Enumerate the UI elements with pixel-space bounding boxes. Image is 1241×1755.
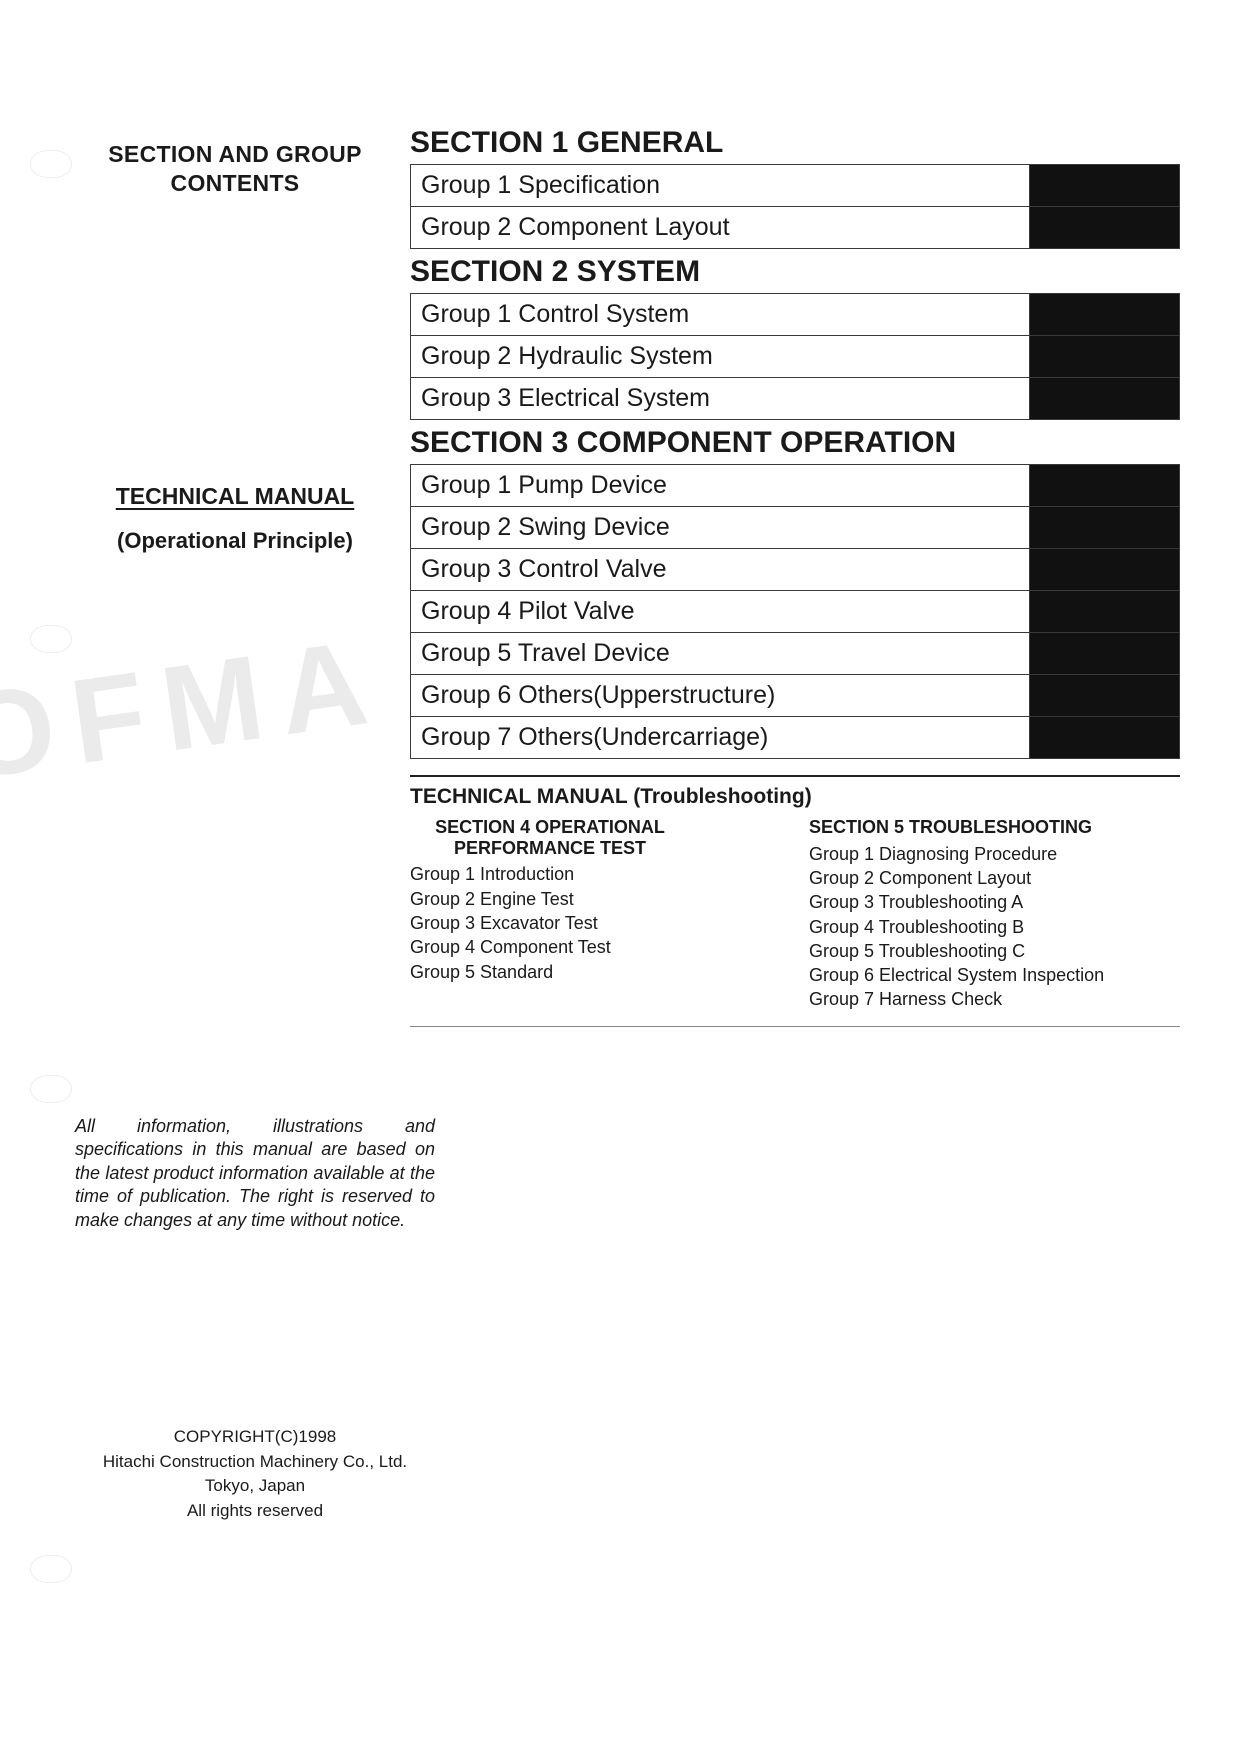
toc-cell-tab — [1030, 633, 1180, 675]
troubleshooting-col-1: SECTION 4 OPERATIONAL PERFORMANCE TEST G… — [410, 817, 781, 1012]
toc-cell-label: Group 3 Control Valve — [411, 549, 1030, 591]
technical-manual-heading: TECHNICAL MANUAL — [80, 483, 390, 510]
ts-group-item: Group 7 Harness Check — [809, 987, 1180, 1011]
toc-row: Group 1 Control System — [411, 294, 1180, 336]
copyright-block: COPYRIGHT(C)1998 Hitachi Construction Ma… — [75, 1425, 435, 1524]
toc-row: Group 2 Swing Device — [411, 507, 1180, 549]
toc-row: Group 2 Hydraulic System — [411, 336, 1180, 378]
toc-row: Group 1 Pump Device — [411, 465, 1180, 507]
toc-cell-label: Group 2 Hydraulic System — [411, 336, 1030, 378]
toc-cell-tab — [1030, 507, 1180, 549]
toc-cell-tab — [1030, 336, 1180, 378]
toc-cell-tab — [1030, 378, 1180, 420]
ts-group-item: Group 2 Component Layout — [809, 866, 1180, 890]
scan-artifact-hole — [30, 625, 72, 653]
toc-cell-tab — [1030, 207, 1180, 249]
troubleshooting-col-2: SECTION 5 TROUBLESHOOTING Group 1 Diagno… — [809, 817, 1180, 1012]
troubleshooting-columns: SECTION 4 OPERATIONAL PERFORMANCE TEST G… — [410, 817, 1180, 1012]
toc-cell-tab — [1030, 165, 1180, 207]
ts-group-item: Group 3 Troubleshooting A — [809, 890, 1180, 914]
ts-group-item: Group 5 Standard — [410, 960, 781, 984]
ts-group-item: Group 1 Introduction — [410, 862, 781, 886]
right-column: SECTION 1 GENERAL Group 1 Specification … — [410, 120, 1180, 1027]
copyright-line: COPYRIGHT(C)1998 — [75, 1425, 435, 1450]
ts-section-title: SECTION 5 TROUBLESHOOTING — [809, 817, 1180, 838]
toc-cell-tab — [1030, 294, 1180, 336]
toc-row: Group 7 Others(Undercarriage) — [411, 717, 1180, 759]
troubleshooting-block: TECHNICAL MANUAL (Troubleshooting) SECTI… — [410, 775, 1180, 1027]
ts-group-item: Group 1 Diagnosing Procedure — [809, 842, 1180, 866]
heading-line: CONTENTS — [80, 169, 390, 198]
section-title: SECTION 2 SYSTEM — [410, 255, 1180, 289]
toc-cell-label: Group 6 Others(Upperstructure) — [411, 675, 1030, 717]
left-column: SECTION AND GROUP CONTENTS TECHNICAL MAN… — [80, 140, 390, 554]
toc-cell-tab — [1030, 549, 1180, 591]
ts-group-item: Group 4 Component Test — [410, 935, 781, 959]
toc-table-section-2: Group 1 Control System Group 2 Hydraulic… — [410, 293, 1180, 420]
toc-table-section-1: Group 1 Specification Group 2 Component … — [410, 164, 1180, 249]
toc-cell-label: Group 2 Component Layout — [411, 207, 1030, 249]
toc-cell-label: Group 2 Swing Device — [411, 507, 1030, 549]
toc-cell-label: Group 1 Specification — [411, 165, 1030, 207]
section-title: SECTION 3 COMPONENT OPERATION — [410, 426, 1180, 460]
disclaimer-text: All information, illustrations and speci… — [75, 1115, 435, 1232]
toc-row: Group 5 Travel Device — [411, 633, 1180, 675]
toc-row: Group 1 Specification — [411, 165, 1180, 207]
section-title: SECTION 1 GENERAL — [410, 126, 1180, 160]
toc-row: Group 4 Pilot Valve — [411, 591, 1180, 633]
scan-artifact-hole — [30, 1555, 72, 1583]
toc-row: Group 2 Component Layout — [411, 207, 1180, 249]
toc-cell-label: Group 4 Pilot Valve — [411, 591, 1030, 633]
toc-cell-label: Group 7 Others(Undercarriage) — [411, 717, 1030, 759]
toc-cell-tab — [1030, 717, 1180, 759]
toc-cell-label: Group 3 Electrical System — [411, 378, 1030, 420]
page: OFMA SECTION AND GROUP CONTENTS TECHNICA… — [0, 0, 1241, 1755]
troubleshooting-heading: TECHNICAL MANUAL (Troubleshooting) — [410, 785, 1180, 809]
toc-row: Group 3 Control Valve — [411, 549, 1180, 591]
toc-cell-label: Group 5 Travel Device — [411, 633, 1030, 675]
ts-group-item: Group 4 Troubleshooting B — [809, 915, 1180, 939]
ts-group-item: Group 3 Excavator Test — [410, 911, 781, 935]
ts-section-title: SECTION 4 OPERATIONAL PERFORMANCE TEST — [410, 817, 690, 858]
ts-group-item: Group 2 Engine Test — [410, 887, 781, 911]
operational-principle-subheading: (Operational Principle) — [80, 528, 390, 554]
ts-group-list: Group 1 Diagnosing Procedure Group 2 Com… — [809, 842, 1180, 1012]
scan-artifact-hole — [30, 1075, 72, 1103]
toc-row: Group 3 Electrical System — [411, 378, 1180, 420]
copyright-line: All rights reserved — [75, 1499, 435, 1524]
ts-group-item: Group 6 Electrical System Inspection — [809, 963, 1180, 987]
toc-cell-tab — [1030, 465, 1180, 507]
section-and-group-heading: SECTION AND GROUP CONTENTS — [80, 140, 390, 198]
ts-group-list: Group 1 Introduction Group 2 Engine Test… — [410, 862, 781, 983]
toc-table-section-3: Group 1 Pump Device Group 2 Swing Device… — [410, 464, 1180, 759]
copyright-line: Tokyo, Japan — [75, 1474, 435, 1499]
toc-cell-label: Group 1 Pump Device — [411, 465, 1030, 507]
heading-line: SECTION AND GROUP — [80, 140, 390, 169]
toc-row: Group 6 Others(Upperstructure) — [411, 675, 1180, 717]
copyright-line: Hitachi Construction Machinery Co., Ltd. — [75, 1450, 435, 1475]
ts-group-item: Group 5 Troubleshooting C — [809, 939, 1180, 963]
toc-cell-label: Group 1 Control System — [411, 294, 1030, 336]
toc-cell-tab — [1030, 591, 1180, 633]
toc-cell-tab — [1030, 675, 1180, 717]
scan-artifact-hole — [30, 150, 72, 178]
